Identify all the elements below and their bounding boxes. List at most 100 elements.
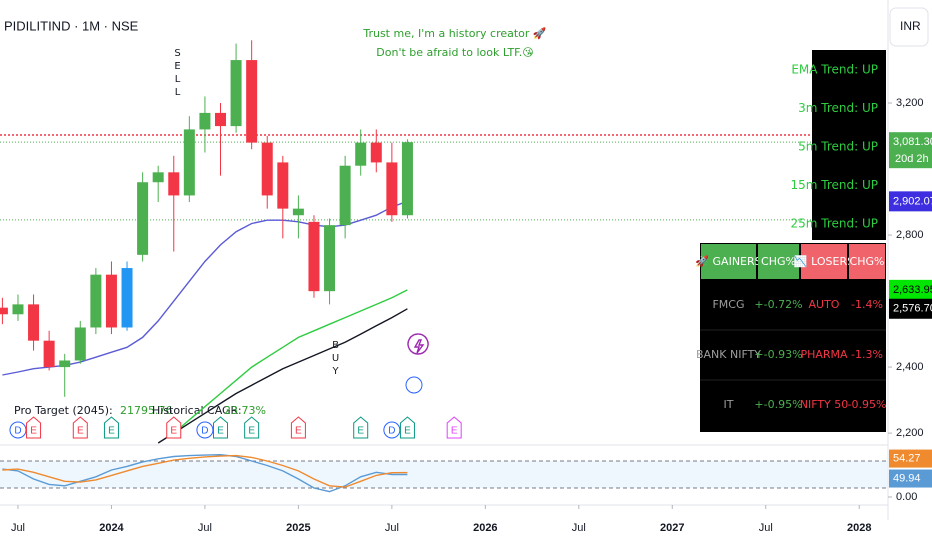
candle-body — [277, 162, 289, 209]
trend-row: 25m Trend: UP — [791, 217, 879, 231]
event-marker[interactable]: E — [399, 416, 415, 439]
candle-body — [121, 268, 133, 328]
trend-row: EMA Trend: UP — [791, 63, 878, 77]
candle-body — [215, 112, 226, 127]
trend-table: EMA Trend: UP 3m Trend: UP 5m Trend: UP 15m… — [791, 50, 886, 240]
event-label: E — [295, 426, 302, 437]
currency-button[interactable] — [889, 7, 929, 47]
y-tick-label: 2,800 — [896, 229, 924, 241]
cell-text: AUTO — [809, 298, 840, 311]
candle-body — [90, 274, 102, 328]
event-shape — [103, 416, 119, 439]
event-marker[interactable]: D — [196, 421, 214, 439]
annotation: Don't be afraid to look LTF.😘 — [376, 46, 533, 59]
cell-text: +-0.95% — [754, 398, 802, 411]
header-text: CHG% — [850, 255, 885, 268]
event-marker[interactable]: E — [166, 416, 182, 439]
candle-body — [261, 142, 273, 196]
cell-text: +-0.72% — [754, 298, 802, 311]
countdown: 20d 2h — [895, 153, 929, 165]
event-label: E — [451, 426, 458, 437]
osc-line — [2, 454, 408, 488]
event-marker[interactable]: E — [446, 416, 462, 439]
ma-line — [173, 289, 408, 434]
header-cell — [849, 244, 885, 279]
osc-label-bg — [889, 449, 932, 468]
pro-target-label: Pro Target (2045): — [14, 404, 113, 417]
candle-body — [59, 360, 71, 368]
candle-body — [199, 112, 211, 130]
event-marker[interactable]: E — [353, 416, 369, 439]
osc-line — [2, 453, 408, 493]
chart-title: PIDILITIND · 1M · NSE — [4, 18, 139, 33]
event-label: E — [248, 426, 255, 437]
candle-body — [137, 182, 149, 255]
price-label-bg — [889, 298, 932, 319]
ma-line — [157, 308, 408, 444]
cell-text: BANK NIFTY — [696, 348, 761, 361]
event-marker[interactable]: D — [383, 421, 401, 439]
event-label: E — [217, 426, 224, 437]
x-tick-label: Jul — [572, 522, 586, 534]
osc-label: 49.94 — [893, 472, 921, 484]
event-shape — [446, 416, 462, 439]
price-label: 2,902.07 — [893, 195, 932, 207]
x-tick-label: Jul — [198, 522, 212, 534]
event-marker[interactable]: E — [213, 416, 228, 439]
event-marker[interactable]: D — [9, 421, 27, 439]
event-marker[interactable]: E — [103, 416, 119, 439]
event-shape — [290, 416, 306, 439]
cell-text: -1.4% — [851, 298, 883, 311]
price-label: 3,081.30 — [893, 136, 932, 148]
candle-body — [168, 172, 180, 196]
candle-body — [386, 162, 398, 216]
x-tick-label: Jul — [11, 522, 25, 534]
cagr-label: Historical CAGR: — [152, 404, 242, 417]
x-tick-label: 2026 — [473, 522, 497, 534]
event-shape — [213, 416, 228, 439]
trend-row: 15m Trend: UP — [791, 178, 879, 192]
candle-body — [308, 221, 320, 292]
y-tick-label: 2,400 — [896, 361, 924, 373]
trend-row: 5m Trend: UP — [798, 140, 878, 154]
event-shape — [405, 376, 423, 394]
cagr-value: 23.73% — [224, 404, 266, 417]
candle-body — [339, 165, 351, 226]
event-marker[interactable]: E — [72, 416, 88, 439]
event-shape — [383, 421, 401, 439]
event-shape — [72, 416, 88, 439]
event-marker[interactable]: E — [290, 416, 306, 439]
candle-body — [105, 274, 117, 328]
header-cell — [758, 244, 799, 279]
osc-label: 54.27 — [893, 452, 921, 464]
sell-label: SELL — [172, 48, 183, 100]
lightning-icon[interactable] — [407, 333, 429, 355]
event-shape — [399, 416, 415, 439]
annotation: Trust me, I'm a history creator 🚀 — [362, 27, 547, 40]
candle-body — [74, 327, 86, 361]
price-label-bg — [889, 132, 932, 169]
candle-body — [324, 225, 336, 292]
event-label: E — [404, 426, 411, 437]
header-text: 📉 LOSERS — [794, 255, 854, 268]
candle-body — [230, 60, 242, 127]
x-tick-label: 2024 — [99, 522, 124, 534]
price-label-bg — [889, 191, 932, 212]
x-tick-label: Jul — [385, 522, 399, 534]
event-marker[interactable] — [405, 376, 423, 394]
event-marker[interactable]: E — [26, 416, 42, 439]
event-label: D — [201, 426, 208, 437]
plot-area — [0, 40, 888, 444]
event-marker[interactable]: E — [244, 416, 260, 439]
cell-text: FMCG — [712, 298, 744, 311]
event-shape — [244, 416, 260, 439]
currency[interactable]: INR — [900, 19, 921, 33]
x-tick-label: 2027 — [660, 522, 684, 534]
y-tick-label: 2,200 — [896, 427, 924, 439]
cell-text: IT — [724, 398, 734, 411]
price-label: 2,576.70 — [893, 303, 932, 315]
candle-body — [183, 129, 195, 196]
event-label: E — [357, 426, 364, 437]
